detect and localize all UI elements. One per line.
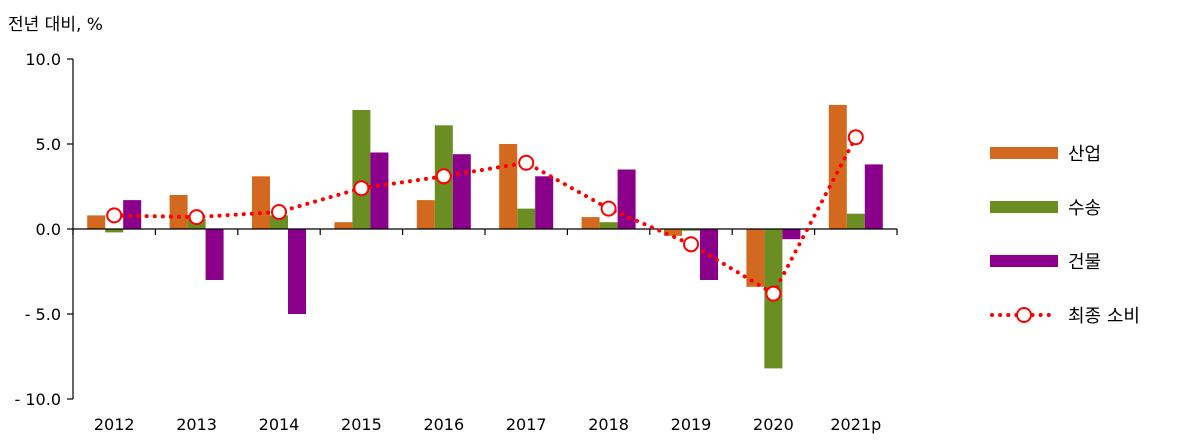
legend-swatch-건물 [990, 255, 1058, 267]
line-최종 소비 [112, 135, 858, 297]
point-최종 소비-2014 [271, 204, 287, 220]
bar-수송-2018 [599, 222, 618, 229]
bar-산업-2012 [87, 215, 106, 229]
point-최종 소비-2012 [106, 207, 123, 224]
line-layer [106, 129, 864, 302]
x-tick-label: 2021p [830, 415, 881, 434]
bar-건물-2013 [205, 229, 224, 280]
bar-건물-2016 [452, 154, 471, 229]
bar-수송-2021p [846, 213, 865, 229]
bar-산업-2015 [334, 222, 353, 229]
bar-산업-2016 [416, 200, 435, 229]
x-tick-label: 2016 [423, 415, 464, 434]
y-tick-label: - 10.0 [15, 390, 61, 409]
bar-수송-2019 [682, 229, 700, 231]
x-tick-label: 2012 [94, 415, 135, 434]
bar-산업-2017 [499, 144, 518, 229]
bar-건물-2014 [288, 229, 306, 314]
bar-건물-2017 [535, 176, 554, 229]
x-tick-label: 2017 [506, 415, 547, 434]
y-axis-label: 전년 대비, % [8, 15, 103, 35]
point-최종 소비-2020 [765, 285, 782, 302]
bar-산업-2019 [664, 229, 682, 236]
x-tick-label: 2014 [259, 415, 300, 434]
point-최종 소비-2017 [518, 154, 535, 171]
legend-label-건물: 건물 [1068, 252, 1101, 273]
bar-건물-2020 [782, 229, 801, 240]
bar-건물-2012 [123, 200, 142, 229]
x-tick-label: 2018 [588, 415, 629, 434]
point-최종 소비-2015 [353, 180, 370, 197]
bar-건물-2021p [864, 164, 883, 229]
bar-산업-2021p [828, 104, 847, 229]
legend-label-수송: 수송 [1068, 198, 1101, 219]
x-tick-label: 2013 [176, 415, 217, 434]
bar-건물-2015 [370, 152, 389, 229]
bar-산업-2014 [252, 176, 270, 229]
point-최종 소비-2021p [847, 129, 864, 146]
x-tick-label: 2015 [341, 415, 382, 434]
bar-수송-2012 [105, 229, 124, 233]
y-tick-label: 10.0 [25, 50, 61, 69]
bar-산업-2018 [581, 217, 600, 229]
y-tick-label: 5.0 [36, 135, 61, 154]
y-tick-label: - 5.0 [25, 305, 61, 324]
bar-수송-2015 [352, 110, 371, 229]
point-최종 소비-2019 [683, 236, 699, 253]
y-tick-label: 0.0 [36, 220, 61, 239]
point-최종 소비-2013 [188, 209, 205, 226]
point-최종 소비-2018 [600, 200, 617, 217]
bars-layer [87, 104, 883, 369]
x-tick-label: 2019 [671, 415, 712, 434]
axes-layer: 10.0 5.0 0.0 - 5.0 - 10.0 2012 2013 2014 2015 201… [15, 50, 898, 434]
bar-수송-2017 [517, 208, 536, 229]
legend-marker-최종 소비 [1016, 307, 1032, 323]
x-tick-label: 2020 [753, 415, 794, 434]
bar-건물-2018 [617, 169, 636, 229]
legend-swatch-산업 [990, 147, 1058, 159]
point-최종 소비-2016 [435, 168, 452, 185]
legend-label-최종 소비: 최종 소비 [1068, 306, 1140, 327]
bar-산업-2020 [746, 229, 765, 287]
legend-swatch-수송 [990, 201, 1058, 213]
legend-label-산업: 산업 [1068, 144, 1101, 165]
bar-수송-2014 [270, 215, 288, 229]
bar-산업-2013 [169, 195, 188, 229]
